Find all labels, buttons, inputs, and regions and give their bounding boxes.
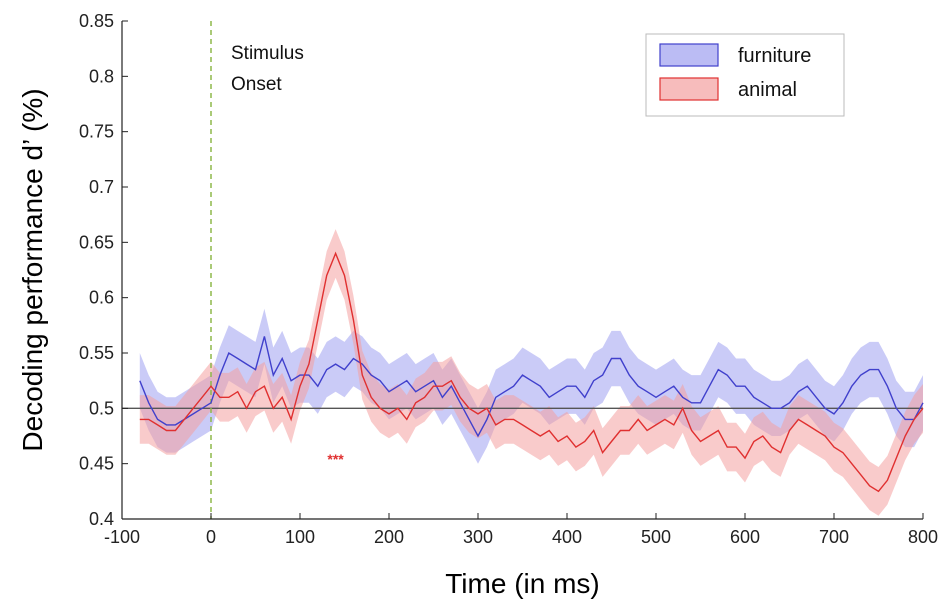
y-tick-label: 0.8 xyxy=(89,66,114,86)
x-tick-label: 200 xyxy=(374,527,404,547)
band-furniture xyxy=(139,308,924,464)
onset-label-line1: Stimulus xyxy=(231,43,304,64)
line-furniture xyxy=(139,336,924,438)
legend-label-animal: animal xyxy=(738,79,797,101)
x-tick-label: 400 xyxy=(552,527,582,547)
y-tick-label: 0.65 xyxy=(79,232,114,252)
x-tick-label: 800 xyxy=(908,527,938,547)
band-animal xyxy=(139,229,924,516)
y-tick-label: 0.4 xyxy=(89,509,114,529)
x-tick-label: 600 xyxy=(730,527,760,547)
y-tick-label: 0.7 xyxy=(89,177,114,197)
y-tick-label: 0.5 xyxy=(89,398,114,418)
y-axis-title: Decoding performance d’ (%) xyxy=(17,88,48,451)
legend-swatch-furniture xyxy=(659,43,719,67)
reference-lines xyxy=(122,21,923,519)
x-tick-label: 0 xyxy=(206,527,216,547)
x-tick-label: 300 xyxy=(463,527,493,547)
x-tick-label: -100 xyxy=(104,527,140,547)
line-animal xyxy=(139,251,924,493)
y-tick-label: 0.85 xyxy=(79,11,114,31)
significance-marker: *** xyxy=(327,451,344,467)
y-tick-label: 0.6 xyxy=(89,288,114,308)
x-tick-label: 700 xyxy=(819,527,849,547)
confidence-bands xyxy=(139,229,924,516)
y-tick-label: 0.55 xyxy=(79,343,114,363)
tick-labels: -100 0 100 200 300 400 500 600 700 800 0.4 0.45 0.5 0… xyxy=(79,11,938,547)
y-tick-label: 0.45 xyxy=(79,454,114,474)
onset-label-line2: Onset xyxy=(231,74,282,95)
legend-swatch-animal xyxy=(659,77,719,101)
mean-lines xyxy=(139,251,924,493)
legend: furniture animal xyxy=(645,33,845,117)
x-axis-title: Time (in ms) xyxy=(445,568,600,599)
legend-label-furniture: furniture xyxy=(738,45,811,67)
x-tick-label: 500 xyxy=(641,527,671,547)
y-tick-label: 0.75 xyxy=(79,122,114,142)
x-tick-label: 100 xyxy=(285,527,315,547)
axes xyxy=(121,20,924,520)
